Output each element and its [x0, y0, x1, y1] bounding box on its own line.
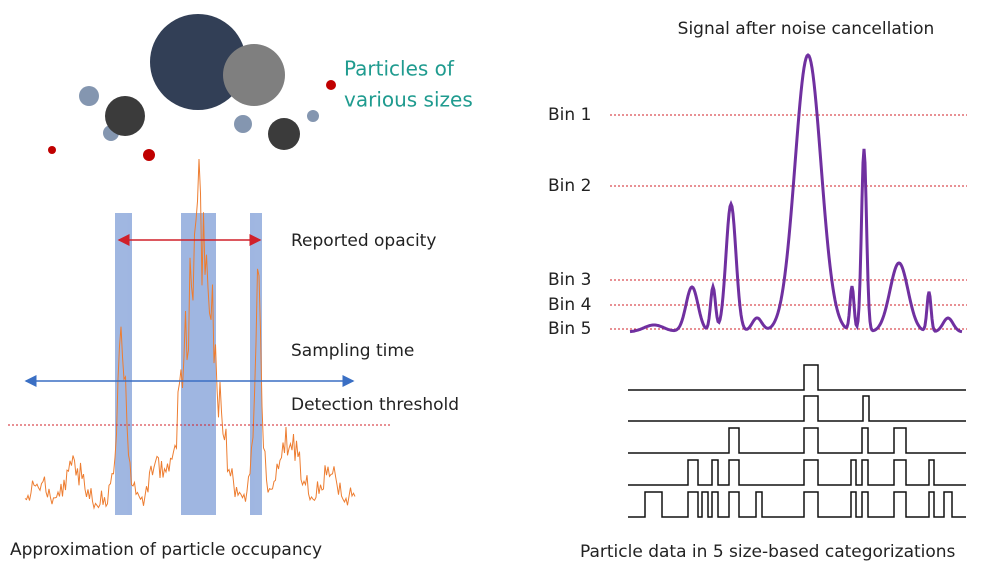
pulse-trains	[628, 365, 966, 517]
bins: Bin 1 Bin 2 Bin 3 Bin 4 Bin 5	[548, 105, 967, 339]
signal-curve	[630, 55, 962, 332]
particles	[48, 14, 336, 161]
annotation: Sampling time	[291, 341, 414, 361]
particles-label: various sizes	[344, 88, 473, 112]
bin-label: Bin 4	[548, 295, 591, 315]
caption: Approximation of particle occupancy	[10, 540, 322, 560]
pulse-train	[628, 492, 966, 517]
panel-title: Signal after noise cancellation	[678, 19, 935, 39]
particles-label: Particles of	[344, 57, 455, 81]
caption: Particle data in 5 size-based categoriza…	[580, 542, 956, 562]
annotation: Reported opacity	[291, 231, 436, 251]
pulse-train	[628, 460, 966, 485]
bin-label: Bin 2	[548, 176, 591, 196]
bin-label: Bin 3	[548, 270, 591, 290]
bin-label: Bin 1	[548, 105, 591, 125]
pulse-train	[628, 365, 966, 390]
occupancy-bands	[115, 213, 262, 515]
filtered-signal	[630, 55, 962, 332]
pulse-train	[628, 396, 966, 421]
annotation: Detection threshold	[291, 395, 459, 415]
bin-label: Bin 5	[548, 319, 591, 339]
pulse-train	[628, 428, 966, 453]
diagram: Particles of various sizes Reported opac…	[0, 0, 1004, 565]
